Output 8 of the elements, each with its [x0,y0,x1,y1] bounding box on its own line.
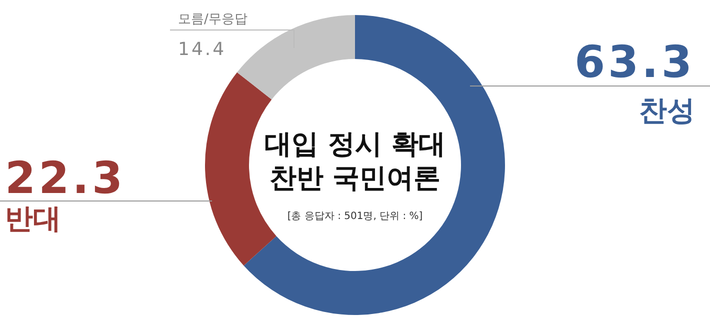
data-label: 22.3 [5,153,126,204]
data-label: 63.3 [574,37,695,88]
slice-label: 반대 [5,202,61,235]
data-label: 14.4 [178,39,226,60]
text: [총 응답자 : 501명, 단위 : %] [287,211,423,222]
text: 대입 정시 확대 찬반 국민여론 [264,129,446,194]
slice-label: 모름/무응답 [178,12,248,27]
slice-label: 찬성 [639,94,695,127]
